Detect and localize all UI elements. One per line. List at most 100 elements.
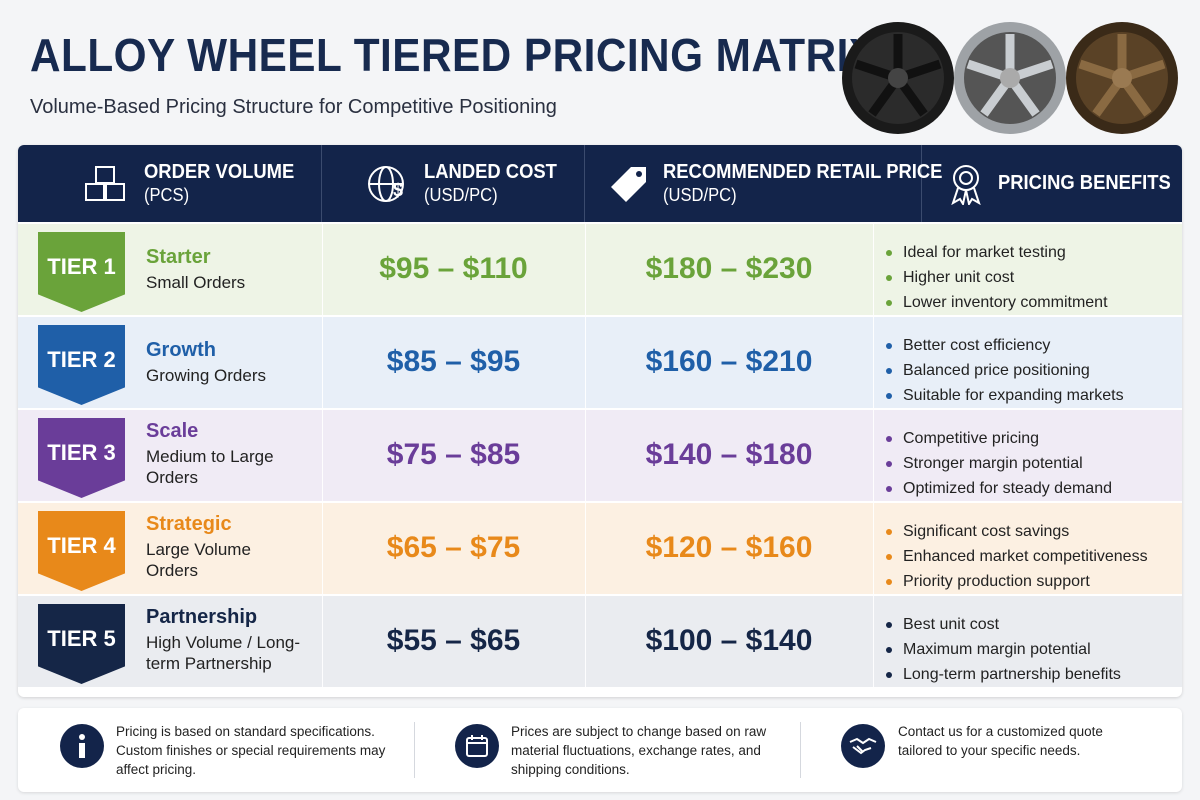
landed-cost: $65 – $75 bbox=[386, 531, 521, 564]
column-divider bbox=[322, 596, 323, 687]
retail-price: $100 – $140 bbox=[645, 624, 813, 657]
benefit-item: Competitive pricing bbox=[886, 426, 1112, 451]
column-divider bbox=[585, 596, 586, 687]
landed-cost: $95 – $110 bbox=[379, 252, 528, 285]
retail-price: $160 – $210 bbox=[645, 345, 813, 378]
tier-name: Growth bbox=[146, 339, 216, 361]
column-divider bbox=[873, 596, 874, 687]
benefit-item: Priority production support bbox=[886, 569, 1148, 594]
benefit-item: Lower inventory commitment bbox=[886, 290, 1108, 315]
boxes-icon bbox=[85, 165, 125, 201]
column-divider bbox=[322, 317, 323, 408]
column-unit: (PCS) bbox=[144, 184, 190, 205]
info-glyph bbox=[79, 734, 85, 758]
benefit-item: Long-term partnership benefits bbox=[886, 662, 1121, 687]
benefit-item: Maximum margin potential bbox=[886, 637, 1121, 662]
benefit-item: Ideal for market testing bbox=[886, 240, 1108, 265]
globe-icon: $ bbox=[368, 165, 404, 202]
benefit-item: Suitable for expanding markets bbox=[886, 383, 1124, 408]
column-divider bbox=[322, 224, 323, 315]
column-divider bbox=[873, 503, 874, 594]
separator bbox=[800, 722, 801, 778]
footer-note: Pricing is based on standard specificati… bbox=[116, 724, 386, 777]
landed-cost: $75 – $85 bbox=[386, 438, 521, 471]
footer: Pricing is based on standard specificati… bbox=[18, 708, 1182, 792]
header-cell: RECOMMENDED RETAIL PRICE (USD/PC) bbox=[585, 145, 942, 222]
footer-note: Contact us for a customized quote tailor… bbox=[898, 724, 1103, 758]
handshake-glyph bbox=[849, 737, 877, 755]
header-text: RECOMMENDED RETAIL PRICE (USD/PC) bbox=[663, 161, 942, 207]
award-icon bbox=[951, 164, 981, 205]
retail-price: $180 – $230 bbox=[645, 252, 813, 285]
benefit-item: Enhanced market competitiveness bbox=[886, 544, 1148, 569]
retail-price: $140 – $180 bbox=[645, 438, 813, 471]
benefit-list: Better cost efficiency Balanced price pos… bbox=[886, 333, 1124, 408]
benefit-list: Significant cost savings Enhanced market … bbox=[886, 519, 1148, 594]
svg-text:$: $ bbox=[393, 180, 403, 200]
wheel-images bbox=[842, 22, 1178, 134]
separator bbox=[414, 722, 415, 778]
tier-badge: TIER 1 bbox=[38, 232, 125, 312]
column-title: ORDER VOLUME bbox=[144, 160, 295, 183]
handshake-icon bbox=[841, 724, 885, 768]
column-divider bbox=[585, 224, 586, 315]
info-icon bbox=[60, 724, 104, 768]
tier-description: Growing Orders bbox=[146, 366, 266, 385]
landed-cost: $55 – $65 bbox=[386, 624, 521, 657]
calendar-glyph bbox=[466, 735, 488, 757]
tier-badge: TIER 4 bbox=[38, 511, 125, 591]
header-cell: PRICING BENEFITS bbox=[922, 145, 1182, 222]
table-row: TIER 2 Growth Growing Orders $85 – $95 $160 … bbox=[18, 315, 1182, 408]
tier-name: Strategic bbox=[146, 513, 232, 535]
column-unit: (USD/PC) bbox=[663, 184, 737, 205]
tier-name: Partnership bbox=[146, 606, 258, 628]
column-divider bbox=[322, 503, 323, 594]
tag-icon bbox=[611, 166, 646, 202]
header-text: LANDED COST (USD/PC) bbox=[424, 161, 557, 207]
footer-note: Prices are subject to change based on ra… bbox=[511, 724, 767, 777]
landed-cost: $85 – $95 bbox=[386, 345, 521, 378]
calendar-icon bbox=[455, 724, 499, 768]
retail-price: $120 – $160 bbox=[645, 531, 813, 564]
tier-badge: TIER 3 bbox=[38, 418, 125, 498]
benefit-item: Better cost efficiency bbox=[886, 333, 1124, 358]
pricing-table: ORDER VOLUME (PCS) $ LANDED COST (USD/PC) … bbox=[18, 145, 1182, 697]
header-text: ORDER VOLUME (PCS) bbox=[144, 161, 294, 207]
tier-description: Small Orders bbox=[146, 273, 246, 292]
table-row: TIER 1 Starter Small Orders $95 – $110 $180 … bbox=[18, 222, 1182, 315]
column-divider bbox=[322, 410, 323, 501]
tier-name: Scale bbox=[146, 420, 199, 442]
benefit-list: Competitive pricing Stronger margin poten… bbox=[886, 426, 1112, 501]
benefit-item: Best unit cost bbox=[886, 612, 1121, 637]
column-divider bbox=[585, 503, 586, 594]
column-divider bbox=[873, 317, 874, 408]
table-row: TIER 3 Scale Medium to Large Orders $75 – $… bbox=[18, 408, 1182, 501]
benefit-item: Higher unit cost bbox=[886, 265, 1108, 290]
subtitle: Volume-Based Pricing Structure for Compe… bbox=[30, 96, 557, 118]
benefit-item: Stronger margin potential bbox=[886, 451, 1112, 476]
table-row: TIER 4 Strategic Large Volume Orders $65 – … bbox=[18, 501, 1182, 594]
tier-description: Large Volume Orders bbox=[146, 540, 251, 580]
benefit-list: Best unit cost Maximum margin potential Lo… bbox=[886, 612, 1121, 687]
column-divider bbox=[873, 410, 874, 501]
header-cell: ORDER VOLUME (PCS) bbox=[18, 145, 322, 222]
column-divider bbox=[873, 224, 874, 315]
header-text: PRICING BENEFITS bbox=[998, 172, 1171, 195]
column-title: RECOMMENDED RETAIL PRICE bbox=[663, 160, 943, 183]
header-cell: $ LANDED COST (USD/PC) bbox=[322, 145, 585, 222]
tier-description: High Volume / Long-term Partnership bbox=[146, 633, 301, 673]
tier-badge: TIER 5 bbox=[38, 604, 125, 684]
title: ALLOY WHEEL TIERED PRICING MATRIX bbox=[30, 29, 878, 81]
table-row: TIER 5 Partnership High Volume / Long-term… bbox=[18, 594, 1182, 687]
tier-badge: TIER 2 bbox=[38, 325, 125, 405]
benefit-item: Significant cost savings bbox=[886, 519, 1148, 544]
benefit-item: Optimized for steady demand bbox=[886, 476, 1112, 501]
column-unit: (USD/PC) bbox=[424, 184, 498, 205]
column-title: LANDED COST bbox=[424, 160, 557, 183]
tier-description: Medium to Large Orders bbox=[146, 447, 274, 487]
column-divider bbox=[585, 410, 586, 501]
column-divider bbox=[585, 317, 586, 408]
tier-name: Starter bbox=[146, 246, 211, 268]
